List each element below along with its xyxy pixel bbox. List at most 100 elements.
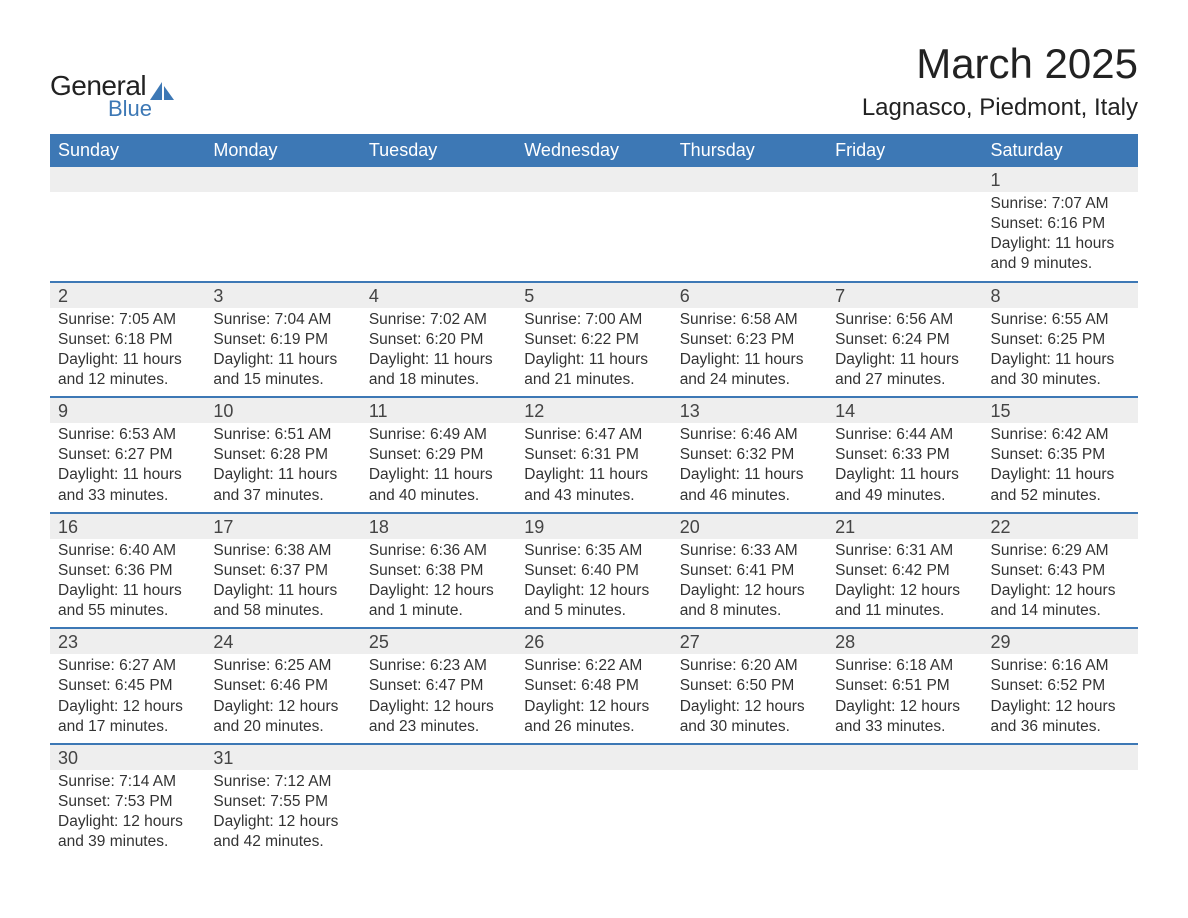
day-daylight2: and 42 minutes. bbox=[213, 832, 352, 852]
day-daylight1: Daylight: 11 hours bbox=[213, 581, 352, 601]
day-daylight2: and 30 minutes. bbox=[991, 370, 1130, 390]
day-sunrise: Sunrise: 6:49 AM bbox=[369, 425, 508, 445]
day-number-cell: 31 bbox=[205, 744, 360, 770]
day-sunset: Sunset: 6:25 PM bbox=[991, 330, 1130, 350]
day-daylight2: and 52 minutes. bbox=[991, 486, 1130, 506]
day-detail-cell: Sunrise: 6:23 AMSunset: 6:47 PMDaylight:… bbox=[361, 654, 516, 744]
week-daynum-row: 23242526272829 bbox=[50, 628, 1138, 654]
day-daylight2: and 21 minutes. bbox=[524, 370, 663, 390]
day-daylight1: Daylight: 11 hours bbox=[369, 465, 508, 485]
day-daylight1: Daylight: 11 hours bbox=[213, 465, 352, 485]
day-sunset: Sunset: 6:38 PM bbox=[369, 561, 508, 581]
day-detail-cell: Sunrise: 6:51 AMSunset: 6:28 PMDaylight:… bbox=[205, 423, 360, 513]
day-daylight1: Daylight: 11 hours bbox=[680, 465, 819, 485]
day-sunrise: Sunrise: 6:22 AM bbox=[524, 656, 663, 676]
sail-icon bbox=[148, 80, 176, 102]
day-daylight1: Daylight: 12 hours bbox=[991, 581, 1130, 601]
day-daylight2: and 14 minutes. bbox=[991, 601, 1130, 621]
day-detail-cell bbox=[983, 770, 1138, 859]
day-sunset: Sunset: 6:35 PM bbox=[991, 445, 1130, 465]
day-number-cell bbox=[672, 744, 827, 770]
day-sunrise: Sunrise: 6:58 AM bbox=[680, 310, 819, 330]
day-sunset: Sunset: 7:53 PM bbox=[58, 792, 197, 812]
day-sunrise: Sunrise: 6:40 AM bbox=[58, 541, 197, 561]
day-daylight2: and 30 minutes. bbox=[680, 717, 819, 737]
day-sunrise: Sunrise: 6:47 AM bbox=[524, 425, 663, 445]
day-number-cell: 30 bbox=[50, 744, 205, 770]
day-sunrise: Sunrise: 6:53 AM bbox=[58, 425, 197, 445]
day-sunset: Sunset: 6:18 PM bbox=[58, 330, 197, 350]
day-detail-cell bbox=[205, 192, 360, 282]
day-detail-cell: Sunrise: 7:14 AMSunset: 7:53 PMDaylight:… bbox=[50, 770, 205, 859]
day-sunset: Sunset: 6:20 PM bbox=[369, 330, 508, 350]
day-detail-cell: Sunrise: 7:12 AMSunset: 7:55 PMDaylight:… bbox=[205, 770, 360, 859]
weekday-header: Tuesday bbox=[361, 134, 516, 167]
day-daylight1: Daylight: 12 hours bbox=[213, 697, 352, 717]
day-sunset: Sunset: 6:24 PM bbox=[835, 330, 974, 350]
day-number-cell: 22 bbox=[983, 513, 1138, 539]
day-detail-cell: Sunrise: 6:20 AMSunset: 6:50 PMDaylight:… bbox=[672, 654, 827, 744]
day-daylight2: and 20 minutes. bbox=[213, 717, 352, 737]
week-daynum-row: 9101112131415 bbox=[50, 397, 1138, 423]
day-sunrise: Sunrise: 7:02 AM bbox=[369, 310, 508, 330]
weekday-header-row: Sunday Monday Tuesday Wednesday Thursday… bbox=[50, 134, 1138, 167]
day-detail-cell: Sunrise: 6:56 AMSunset: 6:24 PMDaylight:… bbox=[827, 308, 982, 398]
calendar-table: Sunday Monday Tuesday Wednesday Thursday… bbox=[50, 134, 1138, 858]
day-detail-cell bbox=[516, 770, 671, 859]
day-number-cell: 9 bbox=[50, 397, 205, 423]
day-number-cell: 29 bbox=[983, 628, 1138, 654]
day-sunrise: Sunrise: 7:05 AM bbox=[58, 310, 197, 330]
weekday-header: Monday bbox=[205, 134, 360, 167]
day-number-cell: 13 bbox=[672, 397, 827, 423]
weekday-header: Thursday bbox=[672, 134, 827, 167]
day-detail-cell: Sunrise: 6:46 AMSunset: 6:32 PMDaylight:… bbox=[672, 423, 827, 513]
day-detail-cell bbox=[361, 192, 516, 282]
day-sunrise: Sunrise: 6:16 AM bbox=[991, 656, 1130, 676]
day-number-cell bbox=[205, 167, 360, 192]
day-sunrise: Sunrise: 6:27 AM bbox=[58, 656, 197, 676]
day-detail-cell: Sunrise: 6:35 AMSunset: 6:40 PMDaylight:… bbox=[516, 539, 671, 629]
day-daylight2: and 58 minutes. bbox=[213, 601, 352, 621]
day-daylight1: Daylight: 12 hours bbox=[835, 697, 974, 717]
day-sunset: Sunset: 6:42 PM bbox=[835, 561, 974, 581]
day-sunset: Sunset: 6:46 PM bbox=[213, 676, 352, 696]
day-detail-cell: Sunrise: 6:16 AMSunset: 6:52 PMDaylight:… bbox=[983, 654, 1138, 744]
day-sunrise: Sunrise: 6:29 AM bbox=[991, 541, 1130, 561]
day-number-cell: 21 bbox=[827, 513, 982, 539]
day-number-cell: 17 bbox=[205, 513, 360, 539]
location-subtitle: Lagnasco, Piedmont, Italy bbox=[862, 94, 1138, 122]
day-number-cell bbox=[827, 167, 982, 192]
day-detail-cell: Sunrise: 6:29 AMSunset: 6:43 PMDaylight:… bbox=[983, 539, 1138, 629]
day-sunrise: Sunrise: 6:35 AM bbox=[524, 541, 663, 561]
day-detail-cell: Sunrise: 6:42 AMSunset: 6:35 PMDaylight:… bbox=[983, 423, 1138, 513]
day-number-cell bbox=[50, 167, 205, 192]
day-daylight2: and 17 minutes. bbox=[58, 717, 197, 737]
day-sunset: Sunset: 6:28 PM bbox=[213, 445, 352, 465]
day-number-cell: 8 bbox=[983, 282, 1138, 308]
day-daylight1: Daylight: 11 hours bbox=[58, 465, 197, 485]
month-title: March 2025 bbox=[862, 40, 1138, 88]
day-daylight1: Daylight: 12 hours bbox=[524, 581, 663, 601]
day-number-cell bbox=[827, 744, 982, 770]
day-sunrise: Sunrise: 6:20 AM bbox=[680, 656, 819, 676]
day-sunrise: Sunrise: 6:56 AM bbox=[835, 310, 974, 330]
day-daylight1: Daylight: 11 hours bbox=[991, 465, 1130, 485]
day-sunset: Sunset: 6:22 PM bbox=[524, 330, 663, 350]
day-daylight1: Daylight: 12 hours bbox=[835, 581, 974, 601]
day-detail-cell bbox=[827, 770, 982, 859]
day-sunrise: Sunrise: 6:23 AM bbox=[369, 656, 508, 676]
week-detail-row: Sunrise: 7:07 AMSunset: 6:16 PMDaylight:… bbox=[50, 192, 1138, 282]
day-detail-cell: Sunrise: 6:22 AMSunset: 6:48 PMDaylight:… bbox=[516, 654, 671, 744]
day-daylight1: Daylight: 12 hours bbox=[680, 581, 819, 601]
day-daylight2: and 39 minutes. bbox=[58, 832, 197, 852]
day-number-cell: 11 bbox=[361, 397, 516, 423]
day-detail-cell: Sunrise: 6:47 AMSunset: 6:31 PMDaylight:… bbox=[516, 423, 671, 513]
week-detail-row: Sunrise: 7:05 AMSunset: 6:18 PM Daylight:… bbox=[50, 308, 1138, 398]
day-daylight2: and 37 minutes. bbox=[213, 486, 352, 506]
day-daylight1: Daylight: 11 hours bbox=[369, 350, 508, 370]
week-detail-row: Sunrise: 6:27 AMSunset: 6:45 PMDaylight:… bbox=[50, 654, 1138, 744]
day-daylight1: Daylight: 12 hours bbox=[369, 581, 508, 601]
day-detail-cell bbox=[672, 770, 827, 859]
day-number-cell: 3 bbox=[205, 282, 360, 308]
day-sunrise: Sunrise: 6:25 AM bbox=[213, 656, 352, 676]
